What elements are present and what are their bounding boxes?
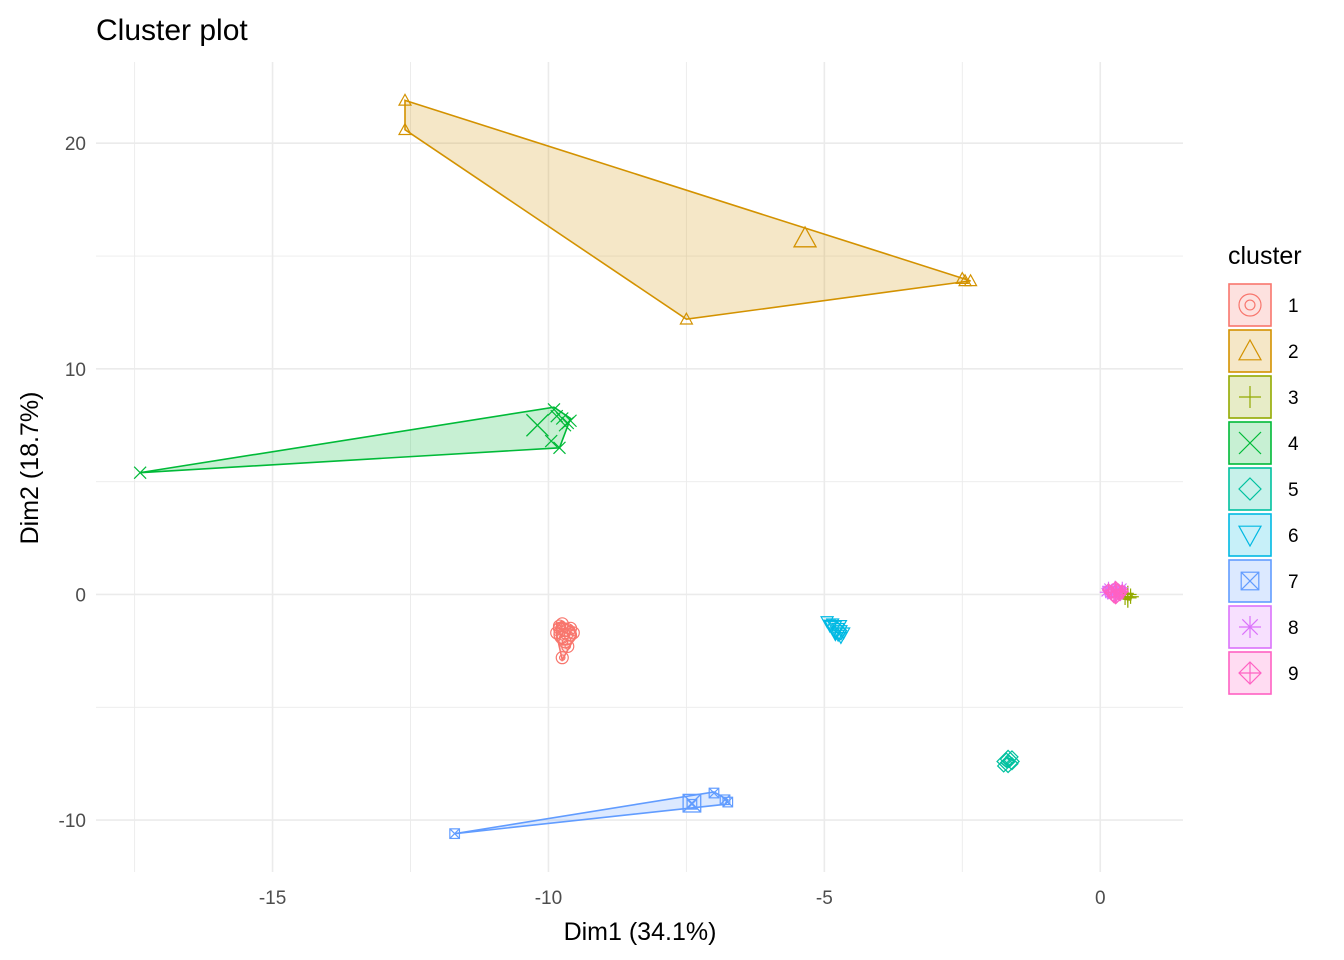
x-tick-label: -5 bbox=[816, 888, 833, 909]
cluster-5-point bbox=[1005, 756, 1019, 771]
cluster-6-point bbox=[831, 629, 846, 643]
legend-key-marker bbox=[1238, 661, 1262, 685]
chart-title: Cluster plot bbox=[96, 14, 248, 47]
legend-item-4: 4 bbox=[1228, 421, 1299, 465]
cluster-5-point bbox=[1005, 750, 1019, 764]
legend-key-marker bbox=[1240, 571, 1260, 591]
cluster-hulls bbox=[140, 99, 1134, 835]
x-axis-title: Dim1 (34.1%) bbox=[564, 918, 717, 946]
cluster-1-point bbox=[555, 651, 569, 665]
x-tick-label: 0 bbox=[1095, 888, 1106, 909]
legend-key bbox=[1228, 467, 1272, 511]
legend-item-3: 3 bbox=[1228, 375, 1299, 419]
cluster-4-point bbox=[544, 434, 558, 448]
legend-label: 2 bbox=[1288, 342, 1299, 363]
cluster-2-point bbox=[955, 271, 970, 285]
cluster-4-point bbox=[133, 466, 147, 480]
cluster-6-point bbox=[828, 627, 843, 641]
legend-item-1: 1 bbox=[1228, 283, 1299, 327]
legend-label: 3 bbox=[1288, 388, 1299, 409]
y-tick-label: 10 bbox=[65, 360, 86, 381]
legend-key-marker bbox=[1237, 525, 1263, 548]
cluster-points bbox=[133, 93, 1139, 840]
legend-key bbox=[1228, 375, 1272, 419]
legend-key-marker bbox=[1238, 431, 1262, 455]
legend-label: 7 bbox=[1288, 572, 1299, 593]
cluster-4-center bbox=[525, 413, 549, 437]
legend: cluster 1 2 3 4 5 6 7 8 9 bbox=[1228, 242, 1302, 695]
cluster-7-center bbox=[682, 793, 702, 813]
cluster-9-center bbox=[1103, 580, 1128, 605]
y-tick-label: -10 bbox=[59, 811, 86, 832]
legend-item-9: 9 bbox=[1228, 651, 1299, 695]
legend-key bbox=[1228, 329, 1272, 373]
cluster-3-point bbox=[1124, 591, 1137, 604]
cluster-7-point bbox=[449, 828, 461, 840]
cluster-2-hull bbox=[404, 99, 971, 321]
legend-label: 8 bbox=[1288, 618, 1299, 639]
cluster-2-point bbox=[963, 273, 978, 287]
legend-key-marker bbox=[1239, 386, 1261, 408]
legend-item-6: 6 bbox=[1228, 513, 1299, 557]
cluster-4-hull bbox=[140, 406, 572, 474]
x-tick-label: -15 bbox=[259, 888, 286, 909]
cluster-7-point bbox=[722, 796, 734, 808]
x-tick-label: -10 bbox=[535, 888, 562, 909]
cluster-4-point bbox=[550, 409, 564, 423]
cluster-6-center bbox=[823, 620, 848, 642]
cluster-6-point bbox=[825, 618, 840, 632]
legend-key bbox=[1228, 283, 1272, 327]
legend-label: 5 bbox=[1288, 480, 1299, 501]
cluster-6-point bbox=[836, 627, 851, 641]
legend-item-5: 5 bbox=[1228, 467, 1299, 511]
legend-item-8: 8 bbox=[1228, 605, 1299, 649]
cluster-4-point bbox=[553, 441, 566, 455]
legend-item-7: 7 bbox=[1228, 559, 1299, 603]
cluster-7-hull bbox=[454, 791, 729, 835]
legend-label: 1 bbox=[1288, 296, 1299, 317]
cluster-5-center bbox=[996, 749, 1021, 774]
cluster-2-center bbox=[792, 225, 818, 248]
axis-ticks: -15 -10 -5 0 -10 0 10 20 bbox=[59, 134, 1106, 909]
legend-key-marker bbox=[1238, 477, 1262, 501]
legend-key-marker bbox=[1238, 293, 1262, 317]
grid bbox=[96, 62, 1183, 872]
legend-key-marker bbox=[1239, 616, 1261, 638]
cluster-7-point bbox=[708, 787, 720, 799]
legend-label: 9 bbox=[1288, 664, 1299, 685]
cluster-1-center bbox=[553, 622, 577, 646]
cluster-7-point bbox=[686, 798, 698, 810]
legend-item-2: 2 bbox=[1228, 329, 1299, 373]
y-tick-label: 0 bbox=[75, 585, 86, 606]
cluster-1-point bbox=[561, 639, 575, 653]
cluster-4-point bbox=[561, 416, 575, 430]
legend-key-marker bbox=[1237, 338, 1263, 361]
legend-label: 4 bbox=[1288, 434, 1299, 455]
y-axis-title: Dim2 (18.7%) bbox=[16, 392, 44, 545]
legend-label: 6 bbox=[1288, 526, 1299, 547]
cluster-2-point bbox=[397, 122, 413, 136]
legend-key bbox=[1228, 513, 1272, 557]
cluster-2-point bbox=[397, 93, 413, 106]
legend-title: cluster bbox=[1228, 242, 1302, 270]
cluster-2-point bbox=[679, 311, 694, 325]
y-tick-label: 20 bbox=[65, 134, 86, 155]
